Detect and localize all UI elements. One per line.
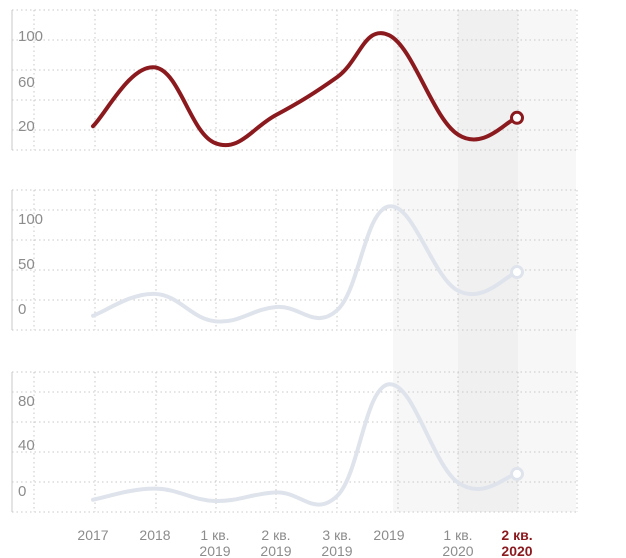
y-tick-label: 0 — [18, 483, 26, 500]
panel-1: 100 60 20 — [11, 9, 578, 151]
y-tick-label: 100 — [18, 211, 43, 228]
panel-3: 80 40 0 — [11, 371, 578, 513]
highlight-band — [458, 10, 518, 512]
panel-2: 100 50 0 — [11, 189, 578, 331]
series-line — [91, 31, 519, 148]
y-tick-label: 0 — [18, 301, 26, 318]
series-end-point — [510, 265, 524, 280]
series-line — [91, 204, 519, 324]
x-tick-label: 2019 — [321, 543, 352, 558]
x-tick-label: 2020 — [501, 543, 532, 558]
x-tick-label: 3 кв. — [322, 527, 351, 543]
x-tick-label: 1 кв. — [443, 527, 472, 543]
y-tick-label: 60 — [18, 74, 35, 91]
series-end-point — [510, 110, 524, 125]
x-tick-label: 1 кв. — [200, 527, 229, 543]
x-tick-label: 2018 — [139, 527, 170, 543]
x-tick-label: 2 кв. — [501, 527, 532, 543]
y-tick-label: 80 — [18, 393, 35, 410]
x-tick-label: 2019 — [199, 543, 230, 558]
series-end-point — [510, 466, 524, 481]
series-line — [91, 382, 519, 507]
y-tick-label: 20 — [18, 118, 35, 135]
x-tick-label: 2020 — [442, 543, 473, 558]
x-tick-label: 2017 — [77, 527, 108, 543]
y-tick-label: 40 — [18, 437, 35, 454]
x-tick-label: 2 кв. — [261, 527, 290, 543]
x-tick-label: 2019 — [260, 543, 291, 558]
y-tick-label: 50 — [18, 256, 35, 273]
y-tick-label: 100 — [18, 28, 43, 45]
x-tick-label: 2019 — [373, 527, 404, 543]
